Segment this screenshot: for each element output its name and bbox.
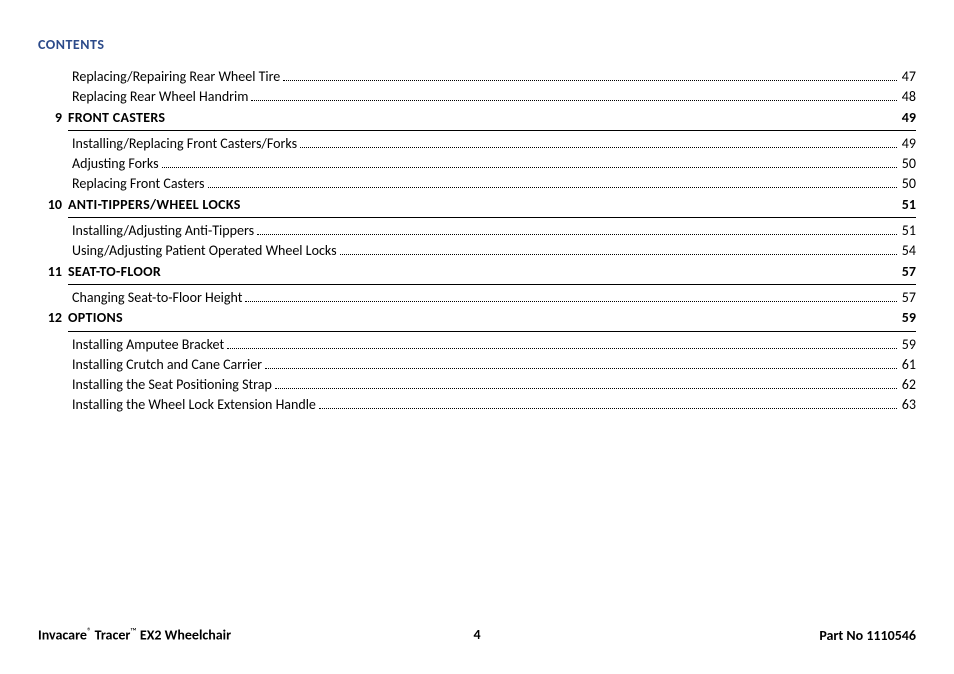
toc-item-title: Installing Crutch and Cane Carrier [72, 355, 262, 375]
toc-item-row: Adjusting Forks 50 [38, 154, 916, 174]
toc-leader-dots [251, 90, 896, 101]
page-footer: Invacare® Tracer™ EX2 Wheelchair 4 Part … [38, 626, 916, 644]
toc-page-number: 62 [900, 375, 916, 395]
toc-page-number: 57 [900, 262, 916, 282]
toc-section-row: 10ANTI-TIPPERS/WHEEL LOCKS 51 [38, 195, 916, 215]
toc-item-row: Replacing Rear Wheel Handrim 48 [38, 87, 916, 107]
toc-section-title: FRONT CASTERS [68, 108, 165, 128]
toc-item-title: Changing Seat-to-Floor Height [72, 288, 242, 308]
toc-leader-dots [265, 358, 897, 369]
toc-item-title: Replacing/Repairing Rear Wheel Tire [72, 67, 280, 87]
toc-leader-dots [164, 264, 897, 275]
toc-page-number: 50 [900, 174, 916, 194]
toc-item-title: Installing/Adjusting Anti-Tippers [72, 221, 254, 241]
toc-item-row: Installing the Wheel Lock Extension Hand… [38, 395, 916, 415]
toc-page-number: 51 [900, 195, 916, 215]
toc-section-number: 10 [38, 195, 68, 215]
toc-leader-dots [275, 378, 897, 389]
toc-leader-dots [168, 110, 896, 121]
toc-item-row: Replacing Front Casters 50 [38, 174, 916, 194]
toc-item-row: Using/Adjusting Patient Operated Wheel L… [38, 241, 916, 261]
toc-leader-dots [245, 291, 896, 302]
toc-page-number: 51 [900, 221, 916, 241]
toc-section-title: ANTI-TIPPERS/WHEEL LOCKS [68, 195, 241, 215]
toc-page-number: 61 [900, 355, 916, 375]
toc-item-title: Installing the Seat Positioning Strap [72, 375, 272, 395]
toc-item-title: Installing the Wheel Lock Extension Hand… [72, 395, 316, 415]
toc-section-title: OPTIONS [68, 308, 123, 328]
toc-leader-dots [300, 137, 897, 148]
table-of-contents: Replacing/Repairing Rear Wheel Tire47Rep… [38, 67, 916, 416]
toc-section-row: 11SEAT-TO-FLOOR 57 [38, 262, 916, 282]
toc-page-number: 50 [900, 154, 916, 174]
toc-item-row: Installing Crutch and Cane Carrier 61 [38, 355, 916, 375]
toc-item-row: Installing the Seat Positioning Strap 62 [38, 375, 916, 395]
section-divider [68, 284, 916, 285]
toc-page-number: 59 [900, 335, 916, 355]
toc-leader-dots [283, 70, 897, 81]
toc-item-row: Installing/Replacing Front Casters/Forks… [38, 134, 916, 154]
toc-leader-dots [208, 177, 897, 188]
footer-page-number: 4 [38, 626, 916, 643]
toc-item-row: Installing Amputee Bracket 59 [38, 335, 916, 355]
toc-section-row: 9FRONT CASTERS 49 [38, 108, 916, 128]
toc-page-number: 47 [900, 67, 916, 87]
toc-leader-dots [257, 224, 897, 235]
section-divider [68, 331, 916, 332]
toc-page-number: 63 [900, 395, 916, 415]
toc-item-title: Replacing Front Casters [72, 174, 205, 194]
toc-leader-dots [126, 311, 897, 322]
toc-page-number: 49 [900, 134, 916, 154]
toc-item-title: Installing Amputee Bracket [72, 335, 224, 355]
contents-heading: CONTENTS [38, 36, 916, 53]
toc-page-number: 57 [900, 288, 916, 308]
toc-leader-dots [227, 337, 897, 348]
toc-item-row: Replacing/Repairing Rear Wheel Tire 47 [38, 67, 916, 87]
toc-leader-dots [244, 198, 897, 209]
toc-leader-dots [319, 398, 897, 409]
toc-item-row: Installing/Adjusting Anti-Tippers 51 [38, 221, 916, 241]
toc-leader-dots [162, 157, 897, 168]
toc-item-row: Changing Seat-to-Floor Height 57 [38, 288, 916, 308]
toc-item-title: Replacing Rear Wheel Handrim [72, 87, 248, 107]
toc-item-title: Using/Adjusting Patient Operated Wheel L… [72, 241, 337, 261]
toc-section-number: 9 [38, 108, 68, 128]
toc-item-title: Installing/Replacing Front Casters/Forks [72, 134, 297, 154]
toc-section-row: 12OPTIONS 59 [38, 308, 916, 328]
toc-page-number: 48 [900, 87, 916, 107]
toc-section-number: 12 [38, 308, 68, 328]
toc-page-number: 54 [900, 241, 916, 261]
toc-section-title: SEAT-TO-FLOOR [68, 262, 161, 282]
toc-page-number: 59 [900, 308, 916, 328]
toc-page-number: 49 [900, 108, 916, 128]
toc-leader-dots [340, 244, 897, 255]
section-divider [68, 217, 916, 218]
toc-item-title: Adjusting Forks [72, 154, 159, 174]
section-divider [68, 130, 916, 131]
manual-page: CONTENTS Replacing/Repairing Rear Wheel … [0, 0, 954, 674]
toc-section-number: 11 [38, 262, 68, 282]
